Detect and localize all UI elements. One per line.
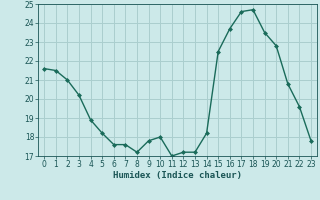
X-axis label: Humidex (Indice chaleur): Humidex (Indice chaleur) [113,171,242,180]
